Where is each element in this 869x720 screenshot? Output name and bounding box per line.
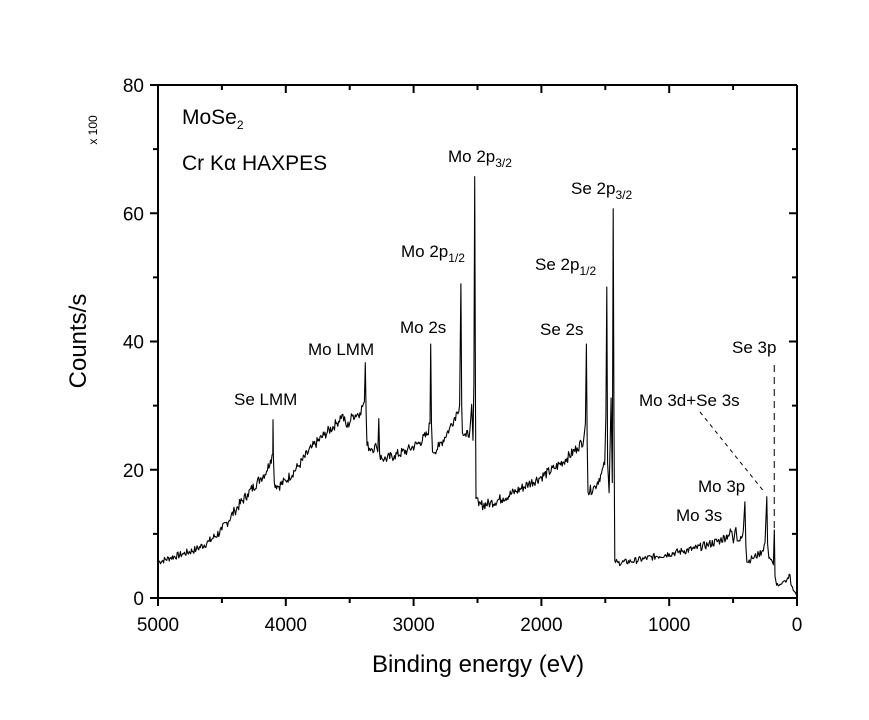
x-tick-label: 5000	[137, 615, 179, 636]
x-tick-label: 3000	[392, 615, 434, 636]
x-axis-title: Binding energy (eV)	[372, 651, 584, 678]
annotation-mo-2s: Mo 2s	[400, 318, 446, 337]
y-multiplier-label: x 100	[86, 115, 100, 145]
y-tick-label: 20	[123, 461, 144, 482]
y-tick-label: 0	[133, 589, 144, 610]
ticks: 5000 4000 3000 2000 1000 0 0 20 40 60 80	[123, 76, 802, 636]
annotation-se-2p32: Se 2p3/2	[571, 179, 632, 202]
annotation-se-lmm: Se LMM	[234, 390, 297, 409]
annotation-leaders	[699, 365, 775, 533]
x-tick-label: 4000	[265, 615, 307, 636]
annotation-se-3p: Se 3p	[732, 338, 776, 357]
source-label: Cr Kα HAXPES	[182, 152, 327, 175]
x-tick-label: 1000	[648, 615, 690, 636]
annotation-mo-3p: Mo 3p	[698, 477, 745, 496]
annotation-mo-3s: Mo 3s	[676, 506, 722, 525]
y-axis-title: Counts/s	[65, 294, 92, 389]
annotation-mo-lmm: Mo LMM	[308, 340, 374, 359]
annotation-se-2p12: Se 2p1/2	[535, 255, 596, 278]
x-tick-label: 0	[792, 615, 803, 636]
y-tick-label: 60	[123, 204, 144, 225]
annotation-mo-2p32: Mo 2p3/2	[448, 147, 512, 170]
annotation-se-2s: Se 2s	[540, 320, 583, 339]
sample-label: MoSe2	[182, 106, 244, 132]
y-tick-label: 80	[123, 76, 144, 97]
x-tick-label: 2000	[520, 615, 562, 636]
annotation-mo-2p12: Mo 2p1/2	[401, 242, 465, 265]
spectrum-line	[157, 176, 798, 596]
y-tick-label: 40	[123, 333, 144, 354]
series-layer	[157, 176, 798, 596]
annotation-mo-3d-se-3s: Mo 3d+Se 3s	[639, 391, 740, 410]
leader-mo-3d-se-3s	[699, 411, 766, 493]
